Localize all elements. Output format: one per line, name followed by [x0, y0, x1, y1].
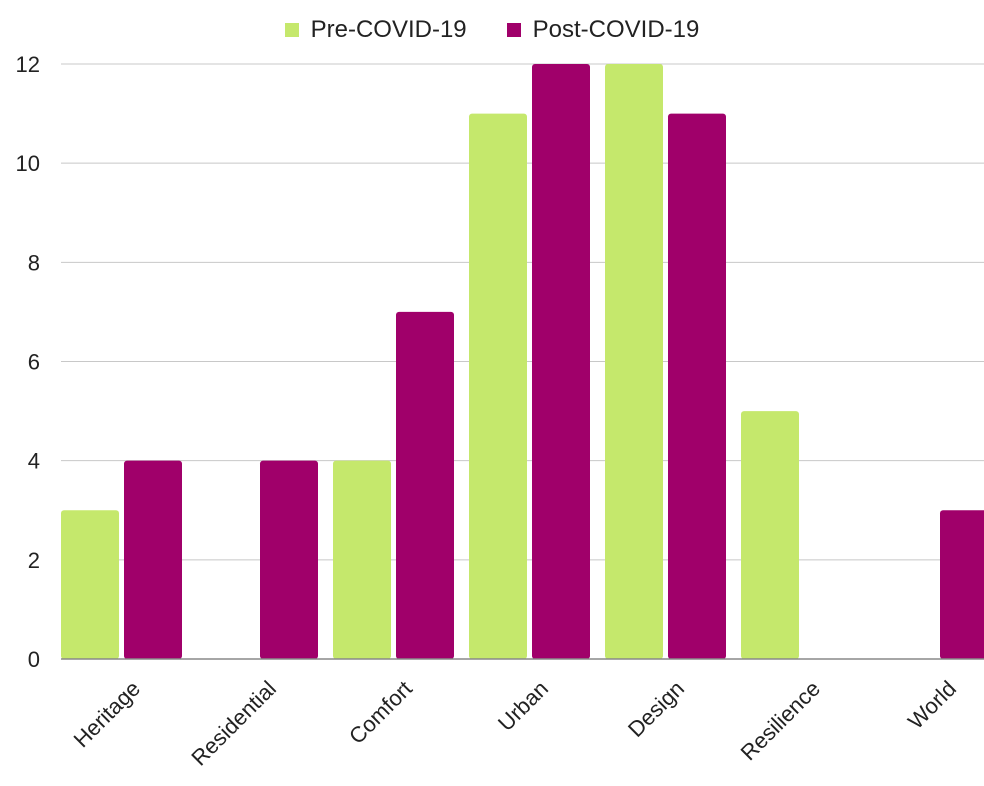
bar-residential-post — [260, 460, 318, 659]
y-tick-label: 10 — [16, 151, 40, 176]
x-axis-ticks: Heritage Residential Comfort Urban Design Res… — [69, 676, 961, 771]
x-tick-label: Heritage — [69, 676, 145, 752]
x-tick-label: Design — [623, 676, 689, 742]
y-tick-label: 6 — [28, 350, 40, 375]
y-tick-label: 0 — [28, 647, 40, 672]
x-tick-label: Residential — [186, 676, 281, 771]
y-tick-label: 4 — [28, 449, 40, 474]
bar-world-post — [940, 510, 984, 659]
legend-label-post-covid: Post-COVID-19 — [532, 16, 700, 43]
legend-item-pre-covid: Pre-COVID-19 — [284, 16, 467, 44]
bar-urban-pre — [469, 113, 527, 660]
bars — [61, 64, 984, 660]
y-axis-ticks: 0 2 4 6 8 10 12 — [16, 52, 40, 672]
x-tick-label: World — [903, 676, 961, 734]
bar-urban-post — [532, 64, 590, 659]
x-tick-label: Urban — [493, 676, 553, 736]
bar-heritage-pre — [61, 510, 119, 659]
bar-resilience-pre — [741, 411, 799, 659]
y-tick-label: 8 — [28, 250, 40, 275]
legend-label-pre-covid: Pre-COVID-19 — [310, 16, 467, 43]
y-tick-label: 2 — [28, 548, 40, 573]
bar-comfort-post — [396, 311, 454, 659]
x-tick-label: Resilience — [736, 676, 825, 765]
chart-legend: Pre-COVID-19 Post-COVID-19 — [0, 16, 984, 44]
y-tick-label: 12 — [16, 52, 40, 77]
bar-design-pre — [605, 64, 663, 659]
legend-item-post-covid: Post-COVID-19 — [506, 16, 700, 44]
bar-heritage-post — [124, 460, 182, 659]
legend-swatch-pre-covid — [284, 23, 299, 37]
bar-design-post — [668, 113, 726, 660]
bar-comfort-pre — [333, 460, 391, 659]
legend-swatch-post-covid — [506, 23, 521, 37]
x-tick-label: Comfort — [344, 676, 417, 749]
